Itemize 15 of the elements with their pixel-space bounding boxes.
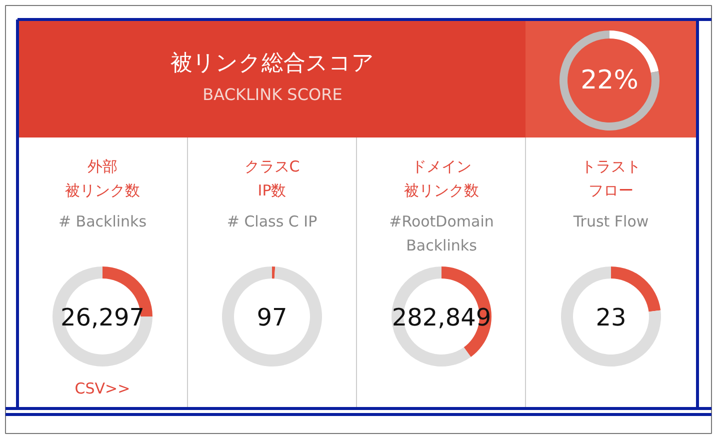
chart-subtitle: #RootDomain Backlinks (389, 212, 494, 254)
text: CSV>> (74, 380, 130, 398)
text: 97 (256, 304, 288, 332)
text: 26,297 (60, 304, 144, 332)
text: 被リンク総合スコア (170, 51, 374, 76)
chart-subtitle: # Backlinks (58, 212, 147, 230)
chart-title: トラストフロー (581, 158, 641, 200)
text: 22% (580, 66, 638, 96)
chart-title: ドメイン被リンク数 (404, 158, 479, 200)
text: BACKLINK SCORE (202, 85, 342, 104)
chart-subtitle: # Class C IP (226, 212, 318, 230)
text: 23 (596, 304, 626, 332)
chart-subtitle: Trust Flow (572, 212, 649, 230)
chart-title: クラスC IP数 (244, 158, 300, 200)
chart-title: 外部被リンク数 (65, 158, 140, 200)
